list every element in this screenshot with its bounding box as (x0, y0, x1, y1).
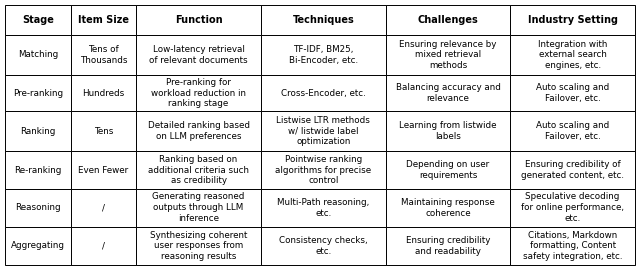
Bar (5, 189, 70, 227)
Text: Synthesizing coherent
user responses from
reasoning results: Synthesizing coherent user responses fro… (150, 231, 247, 261)
Bar (5, 5, 70, 35)
Bar (261, 227, 386, 265)
Text: TF-IDF, BM25,
Bi-Encoder, etc.: TF-IDF, BM25, Bi-Encoder, etc. (289, 45, 358, 65)
Text: Integration with
external search
engines, etc.: Integration with external search engines… (538, 40, 607, 70)
Text: Ensuring credibility of
generated content, etc.: Ensuring credibility of generated conten… (521, 160, 624, 180)
Bar (136, 227, 261, 265)
Text: Generating reasoned
outputs through LLM
inference: Generating reasoned outputs through LLM … (152, 193, 244, 223)
Text: Auto scaling and
Failover, etc.: Auto scaling and Failover, etc. (536, 83, 609, 103)
Text: Auto scaling and
Failover, etc.: Auto scaling and Failover, etc. (536, 121, 609, 141)
Bar (70, 227, 136, 265)
Text: Speculative decoding
for online performance,
etc.: Speculative decoding for online performa… (521, 193, 624, 223)
Bar (261, 5, 386, 35)
Text: Detailed ranking based
on LLM preferences: Detailed ranking based on LLM preference… (148, 121, 250, 141)
Bar (5, 227, 70, 265)
Text: Ensuring credibility
and readability: Ensuring credibility and readability (406, 236, 490, 256)
Text: Pre-ranking: Pre-ranking (13, 89, 63, 97)
Bar (70, 35, 136, 75)
Bar (261, 189, 386, 227)
Text: Pointwise ranking
algorithms for precise
control: Pointwise ranking algorithms for precise… (275, 155, 371, 185)
Text: Stage: Stage (22, 15, 54, 25)
Text: Low-latency retrieval
of relevant documents: Low-latency retrieval of relevant docume… (149, 45, 248, 65)
Text: Ranking: Ranking (20, 127, 56, 136)
Bar (5, 35, 70, 75)
Text: Balancing accuracy and
relevance: Balancing accuracy and relevance (396, 83, 500, 103)
Text: Matching: Matching (18, 50, 58, 59)
Text: Consistency checks,
etc.: Consistency checks, etc. (279, 236, 367, 256)
Bar (261, 75, 386, 111)
Bar (510, 227, 635, 265)
Bar (386, 227, 510, 265)
Bar (261, 35, 386, 75)
Bar (510, 151, 635, 189)
Bar (261, 151, 386, 189)
Bar (5, 151, 70, 189)
Bar (261, 111, 386, 151)
Bar (386, 35, 510, 75)
Text: Citations, Markdown
formatting, Content
safety integration, etc.: Citations, Markdown formatting, Content … (523, 231, 623, 261)
Text: Maintaining response
coherence: Maintaining response coherence (401, 198, 495, 218)
Bar (70, 5, 136, 35)
Text: Aggregating: Aggregating (11, 241, 65, 250)
Bar (510, 189, 635, 227)
Bar (5, 111, 70, 151)
Bar (510, 35, 635, 75)
Text: Function: Function (175, 15, 223, 25)
Text: /: / (102, 203, 105, 212)
Bar (70, 151, 136, 189)
Text: Re-ranking: Re-ranking (14, 166, 61, 175)
Text: Even Fewer: Even Fewer (78, 166, 129, 175)
Bar (386, 189, 510, 227)
Bar (510, 111, 635, 151)
Bar (70, 111, 136, 151)
Bar (5, 75, 70, 111)
Text: /: / (102, 241, 105, 250)
Bar (70, 75, 136, 111)
Bar (136, 111, 261, 151)
Bar (386, 151, 510, 189)
Text: Listwise LTR methods
w/ listwide label
optimization: Listwise LTR methods w/ listwide label o… (276, 116, 370, 146)
Text: Hundreds: Hundreds (83, 89, 125, 97)
Text: Depending on user
requirements: Depending on user requirements (406, 160, 490, 180)
Bar (510, 75, 635, 111)
Text: Item Size: Item Size (78, 15, 129, 25)
Bar (510, 5, 635, 35)
Bar (70, 189, 136, 227)
Text: Challenges: Challenges (417, 15, 478, 25)
Text: Cross-Encoder, etc.: Cross-Encoder, etc. (281, 89, 365, 97)
Text: Tens: Tens (93, 127, 113, 136)
Bar (386, 111, 510, 151)
Text: Techniques: Techniques (292, 15, 354, 25)
Text: Ranking based on
additional criteria such
as credibility: Ranking based on additional criteria suc… (148, 155, 249, 185)
Text: Tens of
Thousands: Tens of Thousands (80, 45, 127, 65)
Bar (136, 35, 261, 75)
Text: Ensuring relevance by
mixed retrieval
methods: Ensuring relevance by mixed retrieval me… (399, 40, 497, 70)
Bar (136, 151, 261, 189)
Bar (136, 189, 261, 227)
Bar (136, 75, 261, 111)
Bar (136, 5, 261, 35)
Text: Pre-ranking for
workload reduction in
ranking stage: Pre-ranking for workload reduction in ra… (151, 78, 246, 108)
Text: Industry Setting: Industry Setting (527, 15, 618, 25)
Text: Learning from listwide
labels: Learning from listwide labels (399, 121, 497, 141)
Bar (386, 5, 510, 35)
Text: Multi-Path reasoning,
etc.: Multi-Path reasoning, etc. (277, 198, 369, 218)
Text: Reasoning: Reasoning (15, 203, 61, 212)
Bar (386, 75, 510, 111)
